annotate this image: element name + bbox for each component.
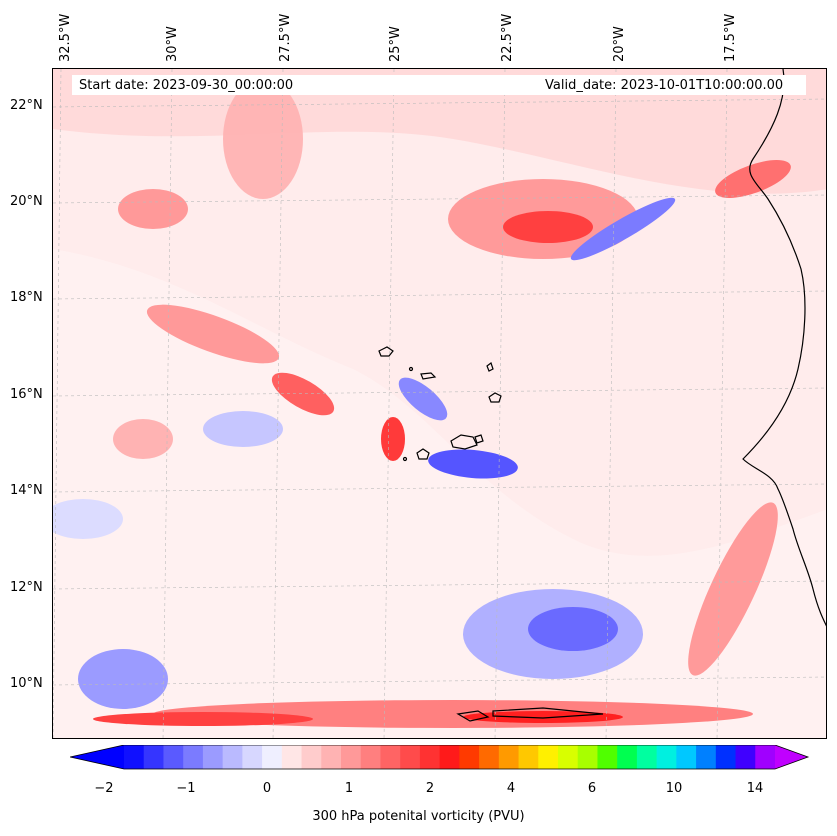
colorbar-tick: 1 [344, 781, 354, 796]
cape-verde-islands [378, 346, 502, 462]
colorbar [70, 745, 810, 770]
colorbar-swatch [498, 745, 520, 769]
lat-label: 10°N [10, 676, 43, 691]
colorbar-swatch [341, 745, 362, 769]
colorbar-outline [70, 745, 810, 770]
pv-spot-center [381, 417, 405, 461]
colorbar-swatch [360, 745, 381, 769]
colorbar-swatch [400, 745, 421, 769]
pv-band-east [688, 502, 778, 676]
lat-label: 20°N [10, 194, 43, 209]
colorbar-swatch [518, 745, 539, 769]
pv-max-north-core [503, 211, 593, 243]
colorbar-swatch [380, 745, 401, 769]
colorbar-swatch [558, 745, 579, 769]
colorbar-tick: 14 [746, 781, 764, 796]
pv-band-mid [146, 304, 280, 364]
colorbar-under-arrow [70, 745, 124, 769]
lat-label: 18°N [10, 290, 43, 305]
africa-coastline [742, 69, 826, 627]
colorbar-swatch [479, 745, 500, 769]
pv-min-streak [570, 197, 676, 261]
lon-label: 25°W [388, 26, 403, 62]
colorbar-swatch [124, 745, 145, 769]
colorbar-swatch [439, 745, 460, 769]
colorbar-tick: 4 [506, 781, 516, 796]
colorbar-tick: 0 [262, 781, 272, 796]
pv-blob-west [118, 189, 188, 229]
lon-label: 20°W [612, 26, 627, 62]
colorbar-swatch [419, 745, 441, 769]
colorbar-tick: −2 [94, 781, 114, 796]
pv-map-panel [52, 68, 827, 739]
lon-label: 27.5°W [278, 13, 293, 62]
colorbar-swatch [262, 745, 283, 769]
colorbar-swatch [636, 745, 658, 769]
colorbar-swatch [755, 745, 776, 769]
colorbar-swatch [696, 745, 717, 769]
colorbar-swatch [656, 745, 677, 769]
pv-band-south-core [463, 711, 623, 723]
colorbar-over-arrow [775, 745, 808, 769]
pv-band-mid-core [271, 372, 335, 416]
colorbar-swatch [242, 745, 263, 769]
colorbar-swatch [143, 745, 164, 769]
pv-min-center [428, 449, 518, 479]
pv-band-south-west [93, 712, 313, 726]
colorbar-swatch [735, 745, 756, 769]
southern-band-outline [456, 707, 604, 722]
start-date-label: Start date: 2023-09-30_00:00:00 [79, 78, 294, 93]
colorbar-swatch [617, 745, 638, 769]
colorbar-swatch [538, 745, 559, 769]
colorbar-swatch [676, 745, 697, 769]
colorbar-swatch [202, 745, 224, 769]
valid-date-label: Valid_date: 2023-10-01T10:00:00.00 [545, 78, 784, 93]
lon-label: 17.5°W [723, 13, 738, 62]
colorbar-tick: 6 [587, 781, 597, 796]
pv-min-south-core [528, 607, 618, 651]
pv-ridge-west [223, 79, 303, 199]
lon-label: 32.5°W [58, 13, 73, 62]
pv-min-far-west [53, 499, 123, 539]
colorbar-swatch [577, 745, 598, 769]
colorbar-tick: 2 [425, 781, 435, 796]
pv-min-sw [78, 649, 168, 709]
header-strip [72, 75, 806, 95]
lat-label: 16°N [10, 387, 43, 402]
colorbar-label: 300 hPa potenital vorticity (PVU) [312, 809, 525, 824]
colorbar-tick: −1 [176, 781, 196, 796]
colorbar-swatch [163, 745, 184, 769]
graticule [53, 69, 826, 738]
colorbar-swatch [183, 745, 204, 769]
colorbar-swatch [715, 745, 737, 769]
colorbar-swatch [281, 745, 303, 769]
pv-blob-sw [113, 419, 173, 459]
colorbar-swatch [321, 745, 342, 769]
pv-min-center-n [398, 377, 448, 421]
colorbar-swatch [459, 745, 480, 769]
colorbar-swatch [301, 745, 322, 769]
pv-min-west [203, 411, 283, 447]
lat-label: 12°N [10, 580, 43, 595]
lat-label: 14°N [10, 483, 43, 498]
colorbar-swatch [597, 745, 618, 769]
lon-label: 22.5°W [500, 13, 515, 62]
lon-label: 30°W [165, 26, 180, 62]
colorbar-swatch [222, 745, 243, 769]
colorbar-tick: 10 [665, 781, 683, 796]
lat-label: 22°N [10, 98, 43, 113]
pv-field [53, 69, 826, 738]
